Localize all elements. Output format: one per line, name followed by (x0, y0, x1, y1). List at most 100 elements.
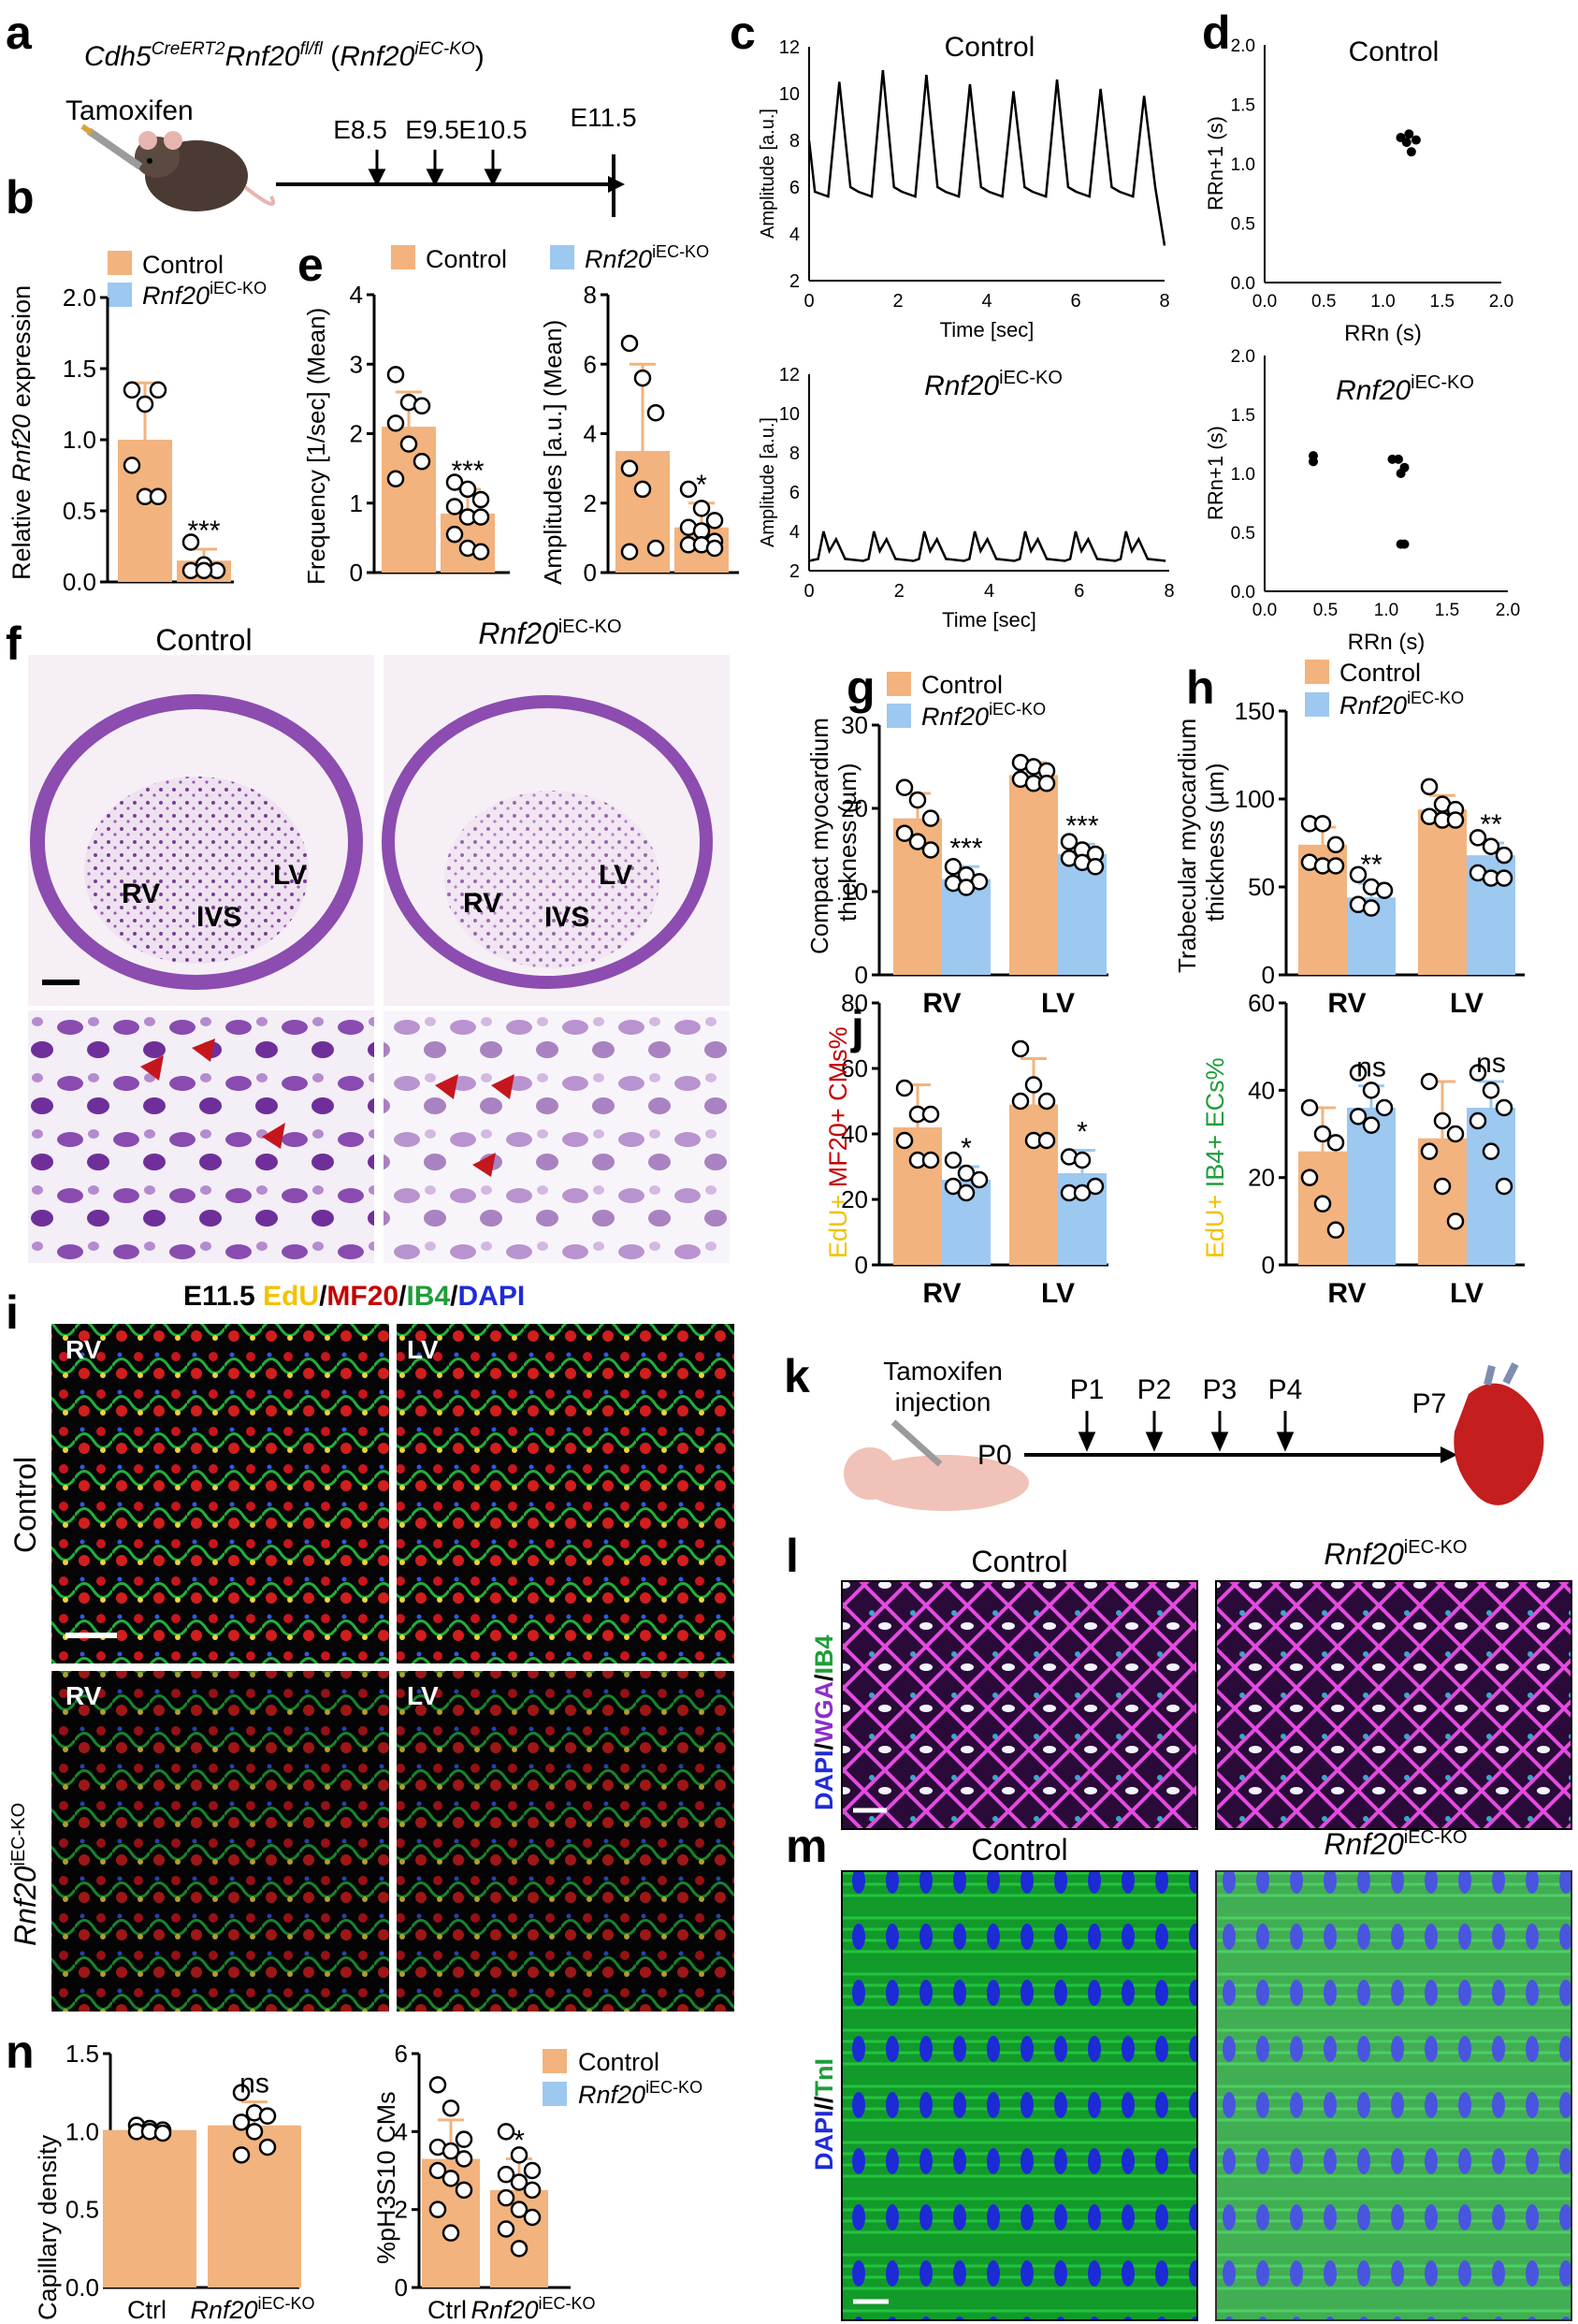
panel-k-p7: P7 (1412, 1388, 1447, 1419)
data-point (455, 2181, 473, 2200)
data-point (1309, 457, 1318, 467)
y-tick-label: 4 (584, 420, 597, 448)
timepoint-e8-5: E8.5 (333, 115, 387, 144)
y-tick-label: 2 (789, 271, 800, 292)
data-point (428, 2201, 447, 2218)
chart-j-ecs: 0 20 40 60 ns RV ns LV (1248, 989, 1525, 1309)
x-tick-label: 0.5 (1311, 292, 1336, 312)
if-row-label-control: Control (8, 1457, 42, 1553)
timeline-arrowhead (608, 176, 625, 193)
data-point (1495, 1177, 1513, 1196)
x-tick-label: 0.0 (1252, 601, 1277, 620)
y-tick-label: 6 (789, 483, 800, 503)
significance-label: * (1077, 1117, 1088, 1148)
y-tick-label: 0 (584, 559, 597, 587)
legend-n-control: Control (578, 2048, 659, 2076)
data-point (1313, 1125, 1332, 1143)
if-control-lv (393, 1324, 734, 1665)
y-tick-label: 0 (1262, 1251, 1275, 1279)
chart-e-amplitude: 0 2 4 6 8 * (584, 281, 739, 587)
panel-letter-a: a (6, 7, 33, 59)
y-tick-label: 2 (395, 2196, 408, 2224)
data-point (1024, 1076, 1043, 1094)
arrowhead-marker (140, 1055, 164, 1081)
legend-b-ko: Rnf20iEC-KO (142, 279, 267, 310)
data-point (1482, 837, 1500, 856)
data-point (620, 334, 639, 353)
x-category-label: RV (1327, 988, 1366, 1019)
data-point (497, 2123, 515, 2141)
panel-k-p1: P1 (1070, 1374, 1105, 1405)
data-point (1362, 899, 1381, 917)
bar (208, 2125, 301, 2288)
data-point (646, 539, 665, 558)
data-point (1326, 1134, 1345, 1152)
panel-letter-c: c (730, 7, 756, 59)
data-point (1326, 1221, 1345, 1239)
y-tick-label: 8 (789, 131, 800, 152)
data-point (1349, 865, 1368, 884)
data-point (455, 2150, 473, 2168)
data-point (1433, 1177, 1452, 1196)
y-tick-label: 1.5 (1231, 406, 1255, 426)
data-point (386, 366, 405, 384)
chart-g: 0 10 20 30 *** RV *** LV (841, 711, 1108, 1019)
x-category-label: RV (922, 1278, 961, 1309)
y-tick-label: 20 (841, 794, 868, 822)
data-point (646, 403, 665, 422)
panel-letter-l: l (786, 1530, 799, 1582)
data-point (413, 452, 431, 471)
chart-n1-xcat-ko: Rnf20iEC-KO (190, 2294, 314, 2324)
data-point (510, 2173, 528, 2191)
bar (1009, 1104, 1058, 1265)
significance-label: ns (239, 2069, 269, 2099)
y-tick-label: 60 (1248, 989, 1275, 1017)
y-tick-label: 50 (1248, 873, 1275, 901)
significance-label: *** (949, 833, 982, 864)
panel-letter-f: f (6, 617, 22, 670)
y-tick-label: 3 (350, 350, 363, 378)
y-tick-label: 80 (841, 989, 868, 1017)
data-point (471, 490, 490, 509)
panel-f-title-control: Control (155, 623, 252, 657)
y-tick-label: 30 (841, 711, 868, 739)
data-point (497, 2165, 515, 2184)
panel-l: Control Rnf20iEC-KO DAPI/WGA/IB4 (810, 1537, 1572, 1830)
data-point (1326, 857, 1345, 875)
significance-label: * (696, 470, 707, 501)
bar (893, 1127, 942, 1265)
y-tick-label: 40 (1248, 1076, 1275, 1104)
data-point (1420, 1142, 1439, 1160)
chart-j2-ylabel: EdU+ IB4+ ECs% (1201, 1057, 1229, 1258)
y-tick-label: 40 (841, 1120, 868, 1148)
series-line-control (807, 69, 1166, 246)
data-point (523, 2181, 542, 2200)
if-row-label-ko: Rnf20iEC-KO (8, 1803, 42, 1946)
wga-ko (1215, 1580, 1572, 1830)
data-point (123, 381, 141, 399)
data-point (1300, 1169, 1319, 1186)
tni-ko (1215, 1870, 1572, 2321)
panel-k-p0: P0 (977, 1440, 1012, 1471)
y-axis-label: RRn+1 (s) (1204, 426, 1227, 520)
data-point (1037, 775, 1056, 792)
chart-n-ph3: 0 2 4 6 * (395, 2040, 571, 2302)
y-tick-label: 60 (841, 1054, 868, 1082)
legend-h-ko-swatch (1305, 692, 1329, 717)
data-point (497, 2188, 515, 2207)
panel-letter-e: e (297, 239, 324, 291)
data-point (895, 1131, 914, 1150)
data-point (445, 473, 464, 491)
data-point (620, 543, 639, 560)
y-tick-label: 1.0 (1231, 155, 1255, 175)
legend-n-ko-swatch (543, 2082, 567, 2106)
y-tick-label: 0 (855, 1251, 868, 1279)
significance-label: ** (1360, 850, 1383, 880)
panel-letter-h: h (1186, 661, 1215, 714)
y-tick-label: 4 (395, 2117, 408, 2145)
y-tick-label: 2 (350, 420, 363, 448)
data-point (471, 508, 490, 526)
data-point (908, 833, 927, 850)
if-tile-label: RV (65, 1681, 102, 1710)
panel-a: Cdh5CreERT2Rnf20fl/fl (Rnf20iEC-KO) Tamo… (65, 39, 637, 217)
